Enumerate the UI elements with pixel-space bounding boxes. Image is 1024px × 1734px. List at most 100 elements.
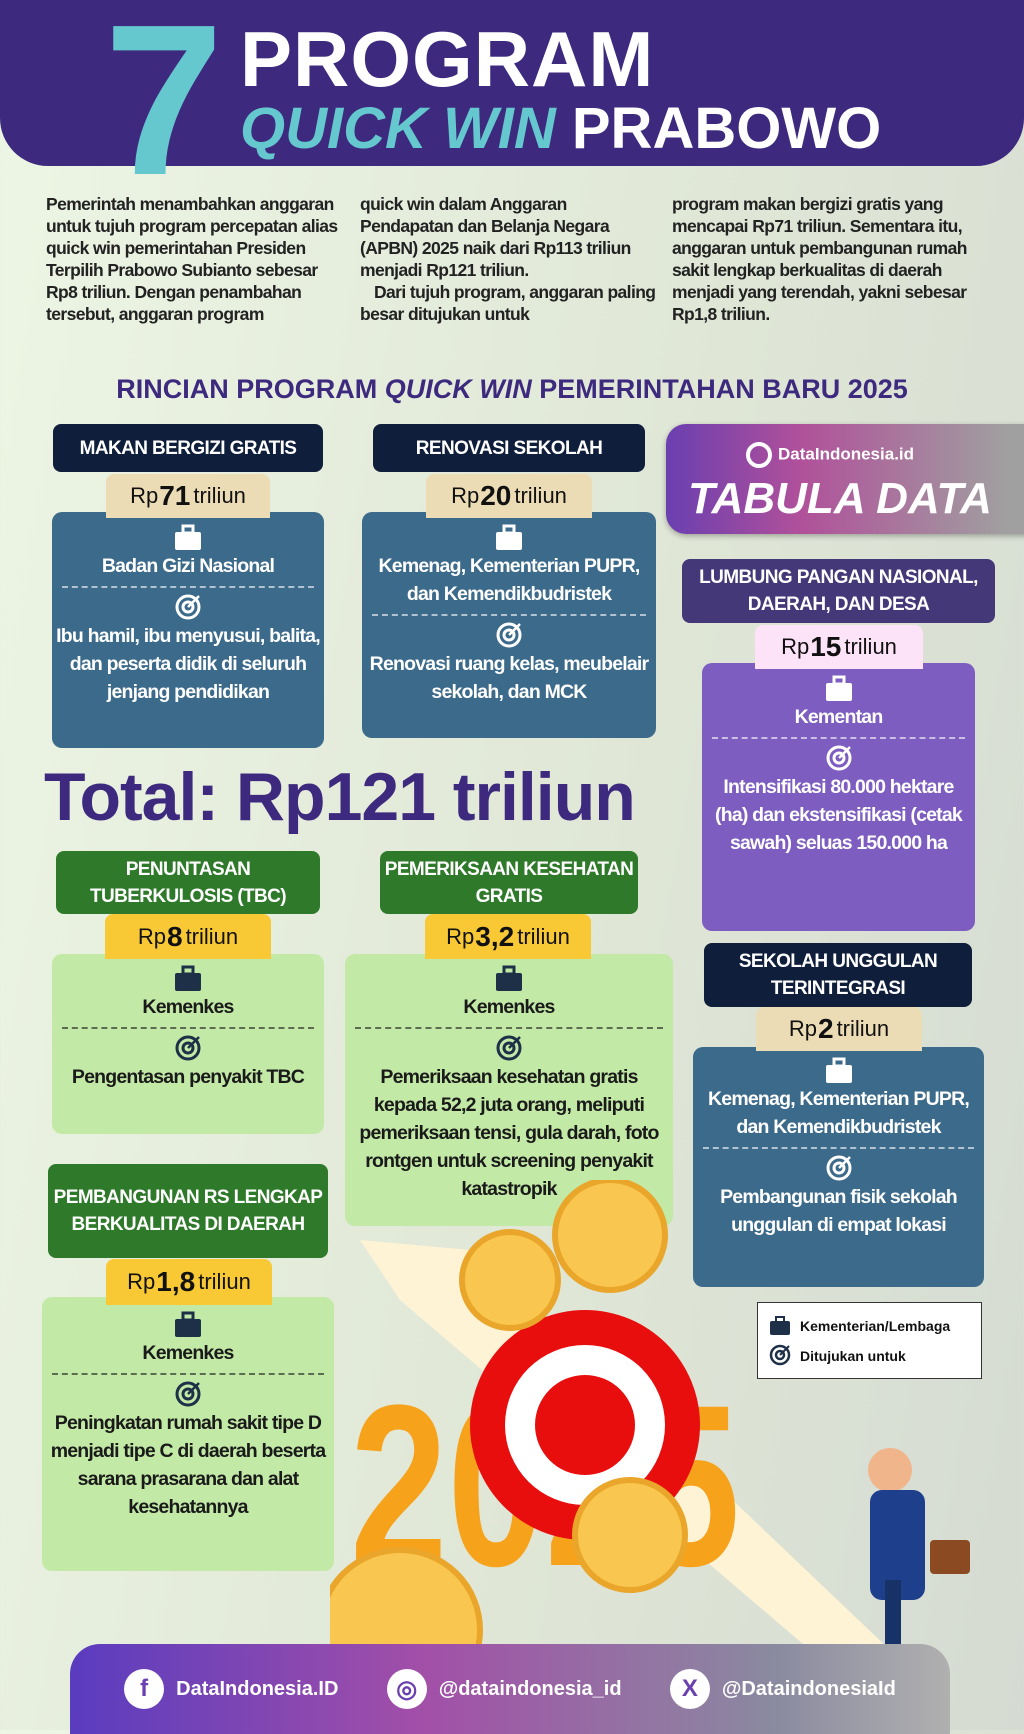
program-target: Pengentasan penyakit TBC [71,1066,305,1088]
program-target: Pemeriksaan kesehatan gratis kepada 52,2… [359,1066,659,1200]
subtitle-b: QUICK WIN [384,374,532,404]
target-icon [826,1155,851,1181]
legend-target-label: Ditujukan untuk [800,1348,906,1364]
program-budget: Rp 3,2 triliun [425,914,591,959]
program-details: Kemenag, Kementerian PUPR, dan Kemendikb… [693,1047,984,1287]
budget-amount: 20 [480,480,512,511]
target-icon [496,1035,522,1061]
header-title-line1: PROGRAM [240,15,655,103]
intro-col2a: quick win dalam Anggaran Pendapatan dan … [360,194,631,280]
businessman-icon [868,1448,970,1650]
program-budget: Rp 71 triliun [106,474,270,518]
briefcase-icon [175,1311,201,1337]
budget-currency: Rp [788,1016,817,1041]
instagram-handle: @dataindonesia_id [438,1677,622,1700]
target-icon [769,1344,791,1366]
budget-amount: 71 [159,480,191,511]
program-agency: Kemenag, Kementerian PUPR, dan Kemendikb… [378,555,641,605]
program-agency: Kemenkes [463,996,555,1018]
program-budget: Rp 15 triliun [755,625,923,669]
briefcase-icon [825,675,852,701]
target-icon [175,594,201,620]
legend: Kementerian/Lembaga Ditujukan untuk [757,1302,982,1379]
budget-currency: Rp [137,923,166,949]
budget-unit: triliun [844,634,897,659]
budget-amount: 8 [166,920,183,952]
header-banner: 7 PROGRAM QUICK WIN PRABOWO [0,0,1024,207]
intro-col1: Pemerintah menambahkan anggaran untuk tu… [46,194,338,324]
divider [372,614,646,616]
briefcase-icon [175,965,201,991]
program-target: Renovasi ruang kelas, meubelair sekolah,… [369,653,649,703]
program-budget: Rp 2 triliun [756,1007,922,1051]
brand-site: DataIndonesia.id [746,442,914,468]
divider [703,1147,974,1149]
total-budget: Total: Rp121 triliun [44,759,636,835]
coin-icon [330,1547,483,1650]
facebook-link[interactable]: f DataIndonesia.ID [124,1669,338,1709]
legend-agency-label: Kementerian/Lembaga [800,1318,951,1334]
program-target: Pembangunan fisik sekolah unggulan di em… [720,1186,958,1236]
legend-target: Ditujukan untuk [768,1341,971,1371]
budget-currency: Rp [451,483,480,508]
dataindonesia-logo-icon [746,442,772,468]
intro-col2: quick win dalam Anggaran Pendapatan dan … [360,193,662,325]
header-number: 7 [104,0,224,220]
budget-amount: 15 [810,631,842,662]
brand-site-text: DataIndonesia.id [778,444,915,464]
x-handle: @DataindonesiaId [721,1677,896,1700]
budget-unit: triliun [198,1269,251,1294]
program-title: PEMBANGUNAN RS LENGKAP BERKUALITAS DI DA… [48,1164,328,1258]
facebook-handle: DataIndonesia.ID [176,1677,339,1700]
divider [712,737,965,739]
budget-currency: Rp [446,923,475,949]
budget-currency: Rp [127,1269,156,1294]
decorative-2025-illustration: 2025 [330,1180,970,1650]
budget-amount: 2 [817,1013,834,1044]
target-icon [175,1035,201,1061]
coin-icon [459,1229,561,1331]
briefcase-icon [496,965,522,991]
program-target: Intensifikasi 80.000 hektare (ha) dan ek… [715,776,963,854]
budget-amount: 3,2 [475,920,515,952]
briefcase-icon [770,1316,790,1335]
budget-currency: Rp [781,634,810,659]
intro-col2b: Dari tujuh program, anggaran paling besa… [360,282,656,324]
program-title: SEKOLAH UNGGULAN TERINTEGRASI [704,943,972,1007]
header-rest: PRABOWO [571,96,882,161]
briefcase-icon [825,1057,852,1083]
x-icon: X [669,1669,710,1709]
divider [355,1027,663,1029]
coin-icon [552,1180,668,1293]
budget-unit: triliun [193,483,246,508]
program-budget: Rp 1,8 triliun [106,1259,272,1305]
intro-col3: program makan bergizi gratis yang mencap… [672,194,967,324]
program-details: Badan Gizi Nasional Ibu hamil, ibu menyu… [52,512,324,748]
briefcase-icon [496,524,522,550]
program-agency: Kemenkes [142,1342,234,1364]
program-budget: Rp 20 triliun [426,474,592,518]
budget-unit: triliun [514,483,567,508]
program-details: Kemenkes Pengentasan penyakit TBC [52,954,324,1134]
program-title: MAKAN BERGIZI GRATIS [53,424,323,472]
x-link[interactable]: X @DataindonesiaId [669,1669,896,1709]
target-icon [175,1381,201,1407]
divider [62,1027,314,1029]
program-budget: Rp 8 triliun [105,914,271,959]
coin-icon [572,1477,688,1593]
program-agency: Badan Gizi Nasional [101,555,275,577]
program-title: RENOVASI SEKOLAH [373,424,645,472]
program-title: LUMBUNG PANGAN NASIONAL, DAERAH, DAN DES… [682,559,995,623]
program-details: Kemenag, Kementerian PUPR, dan Kemendikb… [362,512,656,738]
budget-currency: Rp [130,483,159,508]
instagram-link[interactable]: ◎ @dataindonesia_id [386,1669,622,1709]
subtitle-c: PEMERINTAHAN BARU 2025 [531,374,908,404]
budget-unit: triliun [517,923,570,949]
program-agency: Kemenag, Kementerian PUPR, dan Kemendikb… [708,1088,970,1138]
section-subtitle: RINCIAN PROGRAM QUICK WIN PEMERINTAHAN B… [0,374,1024,405]
facebook-icon: f [124,1669,165,1709]
briefcase-icon [175,524,201,550]
header-title-line2: QUICK WIN PRABOWO [240,100,881,158]
header-accent: QUICK WIN [240,96,556,161]
program-details: Kementan Intensifikasi 80.000 hektare (h… [702,663,975,931]
